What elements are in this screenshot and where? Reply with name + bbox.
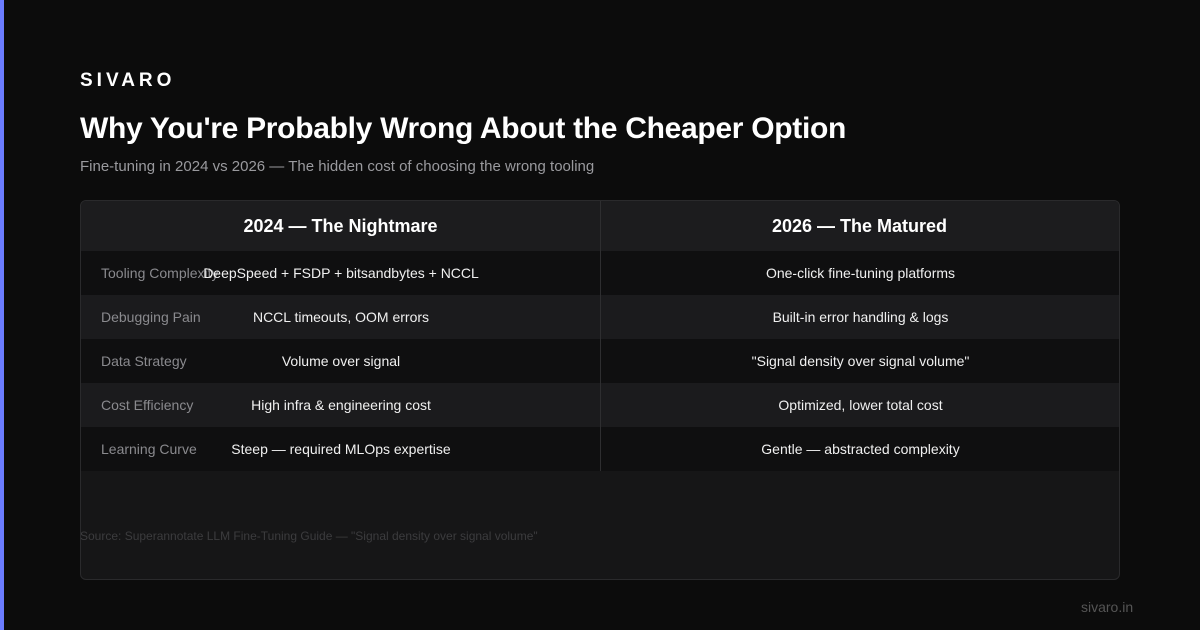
row-label: Tooling Complexity bbox=[101, 265, 219, 281]
comparison-table: 2024 — The Nightmare 2026 — The Matured … bbox=[80, 200, 1120, 580]
cell-2026: One-click fine-tuning platforms bbox=[765, 265, 956, 281]
cell-2026: Gentle — abstracted complexity bbox=[761, 441, 960, 457]
source-note: Source: Superannotate LLM Fine-Tuning Gu… bbox=[80, 529, 538, 543]
cell-2024: Volume over signal bbox=[281, 353, 401, 369]
subtitle: Fine-tuning in 2024 vs 2026 — The hidden… bbox=[80, 158, 595, 175]
cell-2026: "Signal density over signal volume" bbox=[751, 353, 970, 369]
footer-url: sivaro.in bbox=[1081, 599, 1134, 615]
accent-bar bbox=[0, 0, 4, 630]
row-label: Debugging Pain bbox=[101, 309, 201, 325]
row-label: Data Strategy bbox=[101, 353, 187, 369]
cell-2024: Steep — required MLOps expertise bbox=[231, 441, 451, 457]
column-header: 2026 — The Matured bbox=[600, 201, 1119, 252]
cell-2024: High infra & engineering cost bbox=[251, 397, 431, 413]
row-label: Learning Curve bbox=[101, 441, 197, 457]
column-divider bbox=[600, 201, 601, 471]
cell-2026: Optimized, lower total cost bbox=[778, 397, 943, 413]
cell-2024: NCCL timeouts, OOM errors bbox=[252, 309, 430, 325]
row-label: Cost Efficiency bbox=[101, 397, 194, 413]
cell-2024: DeepSpeed + FSDP + bitsandbytes + NCCL bbox=[203, 265, 479, 281]
cell-2026: Built-in error handling & logs bbox=[772, 309, 949, 325]
brand: SIVARO bbox=[80, 70, 176, 91]
column-header: 2024 — The Nightmare bbox=[81, 201, 600, 252]
title: Why You're Probably Wrong About the Chea… bbox=[80, 112, 847, 145]
